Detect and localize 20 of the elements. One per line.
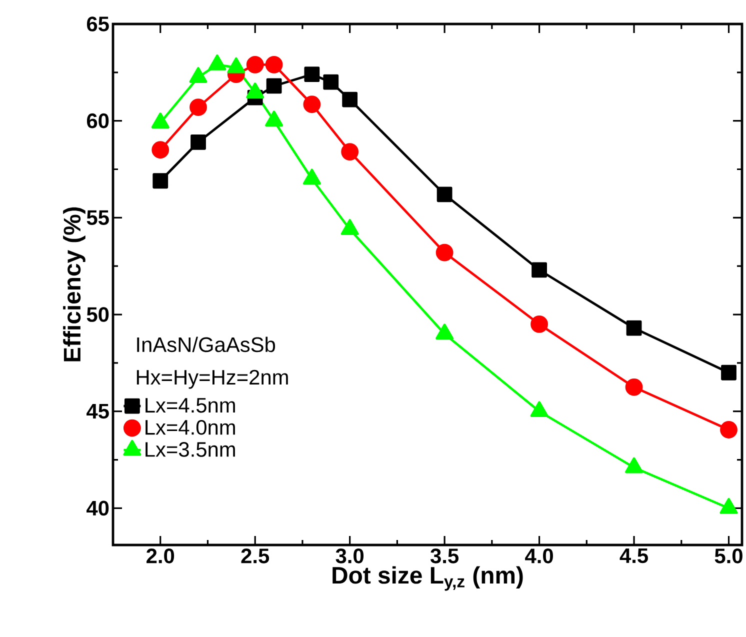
y-axis-title: Efficiency (%)	[63, 207, 86, 362]
x-tick-label: 3.5	[430, 548, 459, 564]
annotation: InAsN/GaAsSb	[137, 336, 276, 352]
x-tick-label: 3.0	[336, 548, 364, 564]
annotation: Hx=Hy=Hz=2nm	[136, 370, 288, 389]
x-tick-label: 4.0	[525, 548, 553, 564]
y-tick-label: 55	[86, 210, 109, 225]
x-tick-label: 2.5	[241, 548, 270, 564]
x-tick-label: 4.5	[620, 548, 648, 564]
y-tick-label: 60	[86, 113, 109, 128]
y-tick-label: 45	[86, 404, 109, 419]
legend-label: Lx=4.5nm	[146, 398, 235, 413]
y-tick-label: 65	[86, 16, 109, 32]
x-tick-label: 2.0	[146, 548, 174, 564]
y-tick-label: 50	[86, 307, 109, 322]
x-axis-title: Dot size L$_{y,z}$ (nm)	[332, 566, 523, 591]
legend-label: Lx=3.5nm	[146, 442, 235, 457]
legend-label: Lx=4.0nm	[146, 420, 235, 435]
x-tick-label: 5.0	[714, 548, 742, 564]
y-tick-label: 40	[86, 500, 109, 516]
